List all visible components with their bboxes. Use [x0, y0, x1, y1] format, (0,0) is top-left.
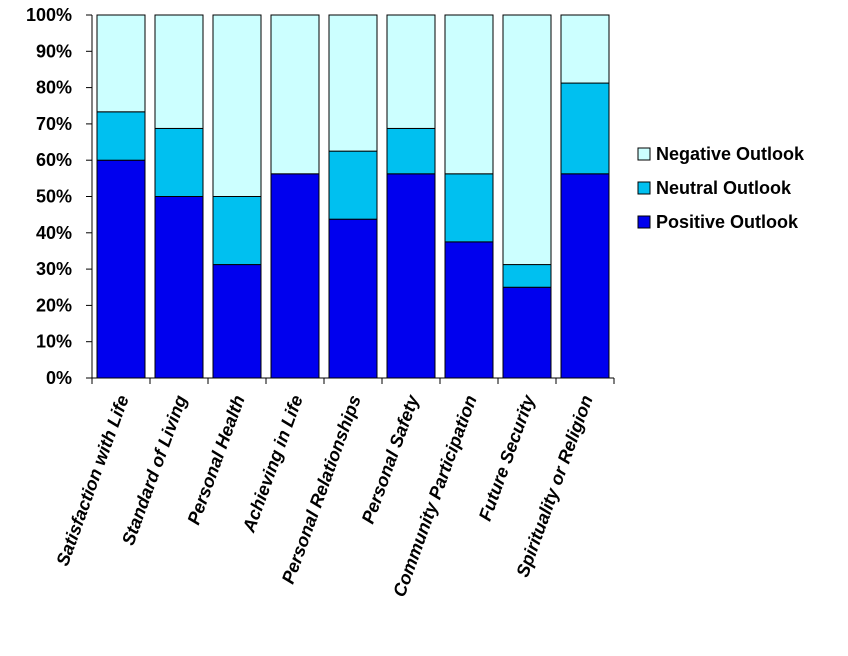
bar-segment [444, 14, 494, 175]
x-tick-label: Personal Health [183, 393, 248, 528]
legend-label: Positive Outlook [656, 212, 799, 232]
x-tick-label: Achieving in Life [238, 393, 306, 536]
bar-segment [386, 14, 436, 129]
bar-segment [328, 218, 378, 379]
y-tick-label: 0% [46, 368, 72, 388]
bar-segment [560, 82, 610, 175]
bar-segment [502, 264, 552, 288]
bar-segment [444, 241, 494, 379]
bar-segment [154, 127, 204, 197]
bar-segment [154, 14, 204, 129]
y-axis: 0% 10% 20% 30% 40% 50% 60% 70% 80% 90% 100% [26, 5, 93, 388]
y-tick-label: 50% [36, 187, 72, 207]
y-tick-label: 20% [36, 295, 72, 315]
legend-label: Negative Outlook [656, 144, 805, 164]
bar-segment [96, 159, 146, 379]
y-tick-label: 70% [36, 114, 72, 134]
bar-segment [154, 196, 204, 379]
bar-segment [212, 196, 262, 266]
bar-segment [502, 286, 552, 379]
x-tick-label: Personal Safety [358, 392, 423, 527]
bar-segment [212, 264, 262, 379]
bar-segment [560, 173, 610, 379]
bar-segment [270, 14, 320, 175]
bar-segment [96, 111, 146, 161]
bar-segment [328, 14, 378, 152]
x-tick-label: Standard of Living [118, 393, 191, 548]
bar-segment [96, 14, 146, 113]
bar-segment [328, 150, 378, 220]
y-tick-label: 100% [26, 5, 72, 25]
bar-segment [502, 14, 552, 266]
bar-segment [386, 173, 436, 379]
y-tick-label: 10% [36, 332, 72, 352]
legend-swatch [637, 215, 651, 229]
bar-segment [270, 173, 320, 379]
legend: Negative Outlook Neutral Outlook Positive … [637, 144, 805, 232]
legend-label: Neutral Outlook [656, 178, 792, 198]
y-tick-label: 30% [36, 259, 72, 279]
bar-segment [560, 14, 610, 84]
legend-swatch [637, 147, 651, 161]
y-tick-label: 40% [36, 223, 72, 243]
legend-swatch [637, 181, 651, 195]
x-tick-label: Future Security [475, 392, 539, 524]
bar-segment [386, 127, 436, 175]
bar-segment [444, 173, 494, 243]
bar-segment [212, 14, 262, 197]
y-tick-label: 90% [36, 41, 72, 61]
y-tick-label: 80% [36, 78, 72, 98]
y-tick-label: 60% [36, 150, 72, 170]
bars [96, 14, 610, 379]
